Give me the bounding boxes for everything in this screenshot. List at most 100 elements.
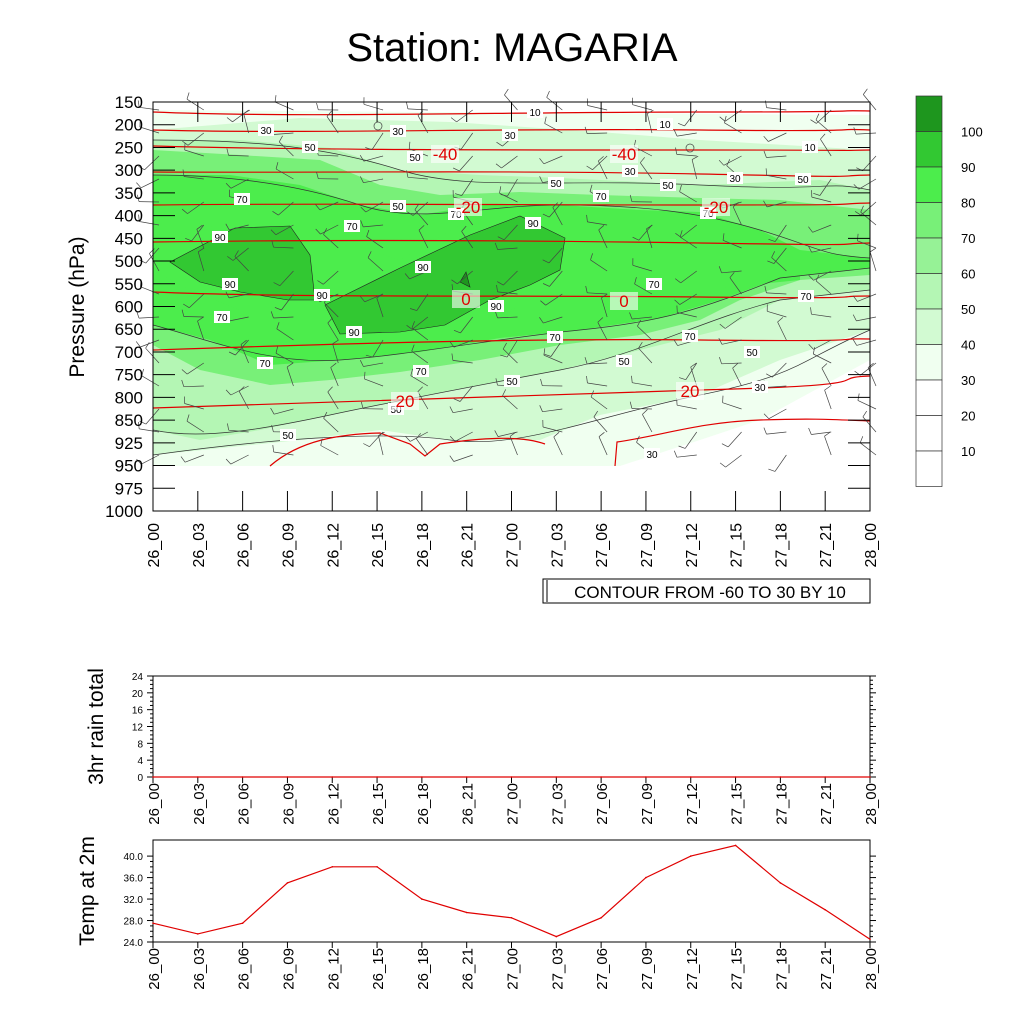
y-tick-label: 600 xyxy=(115,298,143,317)
wind-barb xyxy=(145,347,160,364)
wind-barb-flag xyxy=(540,300,546,306)
y-tick-label: 850 xyxy=(115,411,143,430)
wind-barb-flag xyxy=(226,117,233,123)
wind-barb-flag xyxy=(815,274,820,282)
contour-label-bg xyxy=(744,346,760,358)
wind-barb-flag xyxy=(272,211,279,216)
wind-barb xyxy=(637,325,653,341)
rain-x-tick-label: 27_00 xyxy=(505,783,522,825)
rain-x-tick-label: 27_03 xyxy=(549,783,566,825)
colorbar-label: 100 xyxy=(961,125,983,140)
colorbar-label: 70 xyxy=(961,231,975,246)
wind-barb-flag xyxy=(552,202,559,208)
wind-barb-flag xyxy=(808,274,814,281)
wind-barb-flag xyxy=(647,109,654,114)
rh-contour-label: 90 xyxy=(316,291,328,302)
wind-barb xyxy=(766,201,787,208)
colorbar-box xyxy=(915,308,943,345)
wind-barb-flag xyxy=(863,88,868,95)
wind-barb-flag xyxy=(679,184,682,192)
wind-barb-flag xyxy=(542,213,550,218)
colorbar-box xyxy=(915,95,943,132)
wind-barb-flag xyxy=(500,354,508,358)
wind-barb-flag xyxy=(494,242,498,250)
wind-barb-flag xyxy=(271,240,274,248)
wind-barb-flag xyxy=(276,322,280,329)
y-tick-label: 975 xyxy=(115,479,143,498)
wind-barb-flag xyxy=(228,351,236,356)
wind-barb-flag xyxy=(646,224,653,230)
contour-label-bg xyxy=(657,118,673,130)
wind-barb xyxy=(597,160,608,180)
temp2m-x-tick-label: 27_06 xyxy=(594,948,611,990)
temperature-label: 20 xyxy=(396,392,415,411)
wind-barb-flag xyxy=(138,421,140,429)
rh-contour-label: 50 xyxy=(409,153,421,164)
wind-barb-flag xyxy=(181,309,185,317)
wind-barb-flag xyxy=(317,280,324,285)
wind-barb xyxy=(587,132,608,134)
temp2m-x-tick-label: 26_06 xyxy=(236,948,253,990)
wind-barb xyxy=(139,221,160,226)
rain-x-tick-label: 27_18 xyxy=(773,783,790,825)
wind-barb xyxy=(141,375,160,387)
wind-barb xyxy=(197,320,205,341)
wind-barb xyxy=(141,454,160,465)
wind-barb-flag xyxy=(225,223,230,231)
wind-barb-flag xyxy=(270,229,277,235)
wind-barb xyxy=(642,414,653,433)
temp2m-y-tick-label: 28.0 xyxy=(124,917,144,928)
wind-barb xyxy=(140,286,160,295)
wind-barb xyxy=(631,316,652,320)
wind-barb-flag xyxy=(407,211,414,216)
wind-barb xyxy=(646,228,653,249)
wind-barb xyxy=(860,211,877,226)
rh-contour-label: 50 xyxy=(550,179,562,190)
temp2m-y-axis-title: Temp at 2m xyxy=(76,836,99,946)
x-tick-label: 26_06 xyxy=(236,523,253,568)
wind-barb-flag xyxy=(867,362,874,368)
wind-barb xyxy=(363,155,384,162)
wind-barb xyxy=(327,322,339,341)
wind-barb xyxy=(679,293,697,305)
wind-barb xyxy=(859,362,877,376)
wind-barb-flag xyxy=(586,214,588,222)
y-tick-label: 550 xyxy=(115,275,143,294)
contour-label-bg xyxy=(798,290,814,302)
rh-contour-0 xyxy=(152,139,871,191)
wind-barb-flag xyxy=(332,339,339,345)
wind-barb-flag xyxy=(675,147,678,155)
temp-line-2 xyxy=(152,145,871,152)
wind-barb xyxy=(371,132,384,150)
wind-barb-flag xyxy=(808,245,812,253)
wind-barb-flag xyxy=(638,342,643,349)
x-tick-label: 27_03 xyxy=(549,523,566,568)
temp-line-8 xyxy=(152,375,871,409)
wind-barb-flag xyxy=(182,169,185,177)
wind-barb-flag xyxy=(316,102,319,110)
rain-y-tick-label: 0 xyxy=(137,773,143,784)
rain-data-point xyxy=(286,776,289,778)
temp-label-bg xyxy=(702,198,730,216)
rh-contour-label: 50 xyxy=(618,357,630,368)
wind-barb xyxy=(676,454,697,458)
temp2m-data-point xyxy=(824,909,826,911)
wind-barb-flag xyxy=(449,406,454,413)
wind-barb xyxy=(549,270,563,287)
wind-barb xyxy=(452,408,473,414)
info-label-box xyxy=(542,578,871,604)
contour-label-bg xyxy=(622,165,638,177)
rh-contour-label: 70 xyxy=(800,292,812,303)
rh-contour-label: 70 xyxy=(595,192,607,203)
wind-barb-flag xyxy=(495,163,502,169)
wind-barb-flag xyxy=(691,155,699,160)
wind-barb xyxy=(811,431,832,435)
temp-line-0 xyxy=(152,110,871,116)
wind-barb-flag xyxy=(544,116,547,124)
y-tick-label: 650 xyxy=(115,320,143,339)
wind-barb-flag xyxy=(327,386,333,393)
wind-barb xyxy=(856,316,877,322)
wind-barb-flag xyxy=(274,307,282,311)
y-tick-label: 200 xyxy=(115,116,143,135)
temp2m-panel: 24.0 28.0 32.0 36.0 40.0 26_00 26_03 26_06 26_09… xyxy=(76,836,880,990)
